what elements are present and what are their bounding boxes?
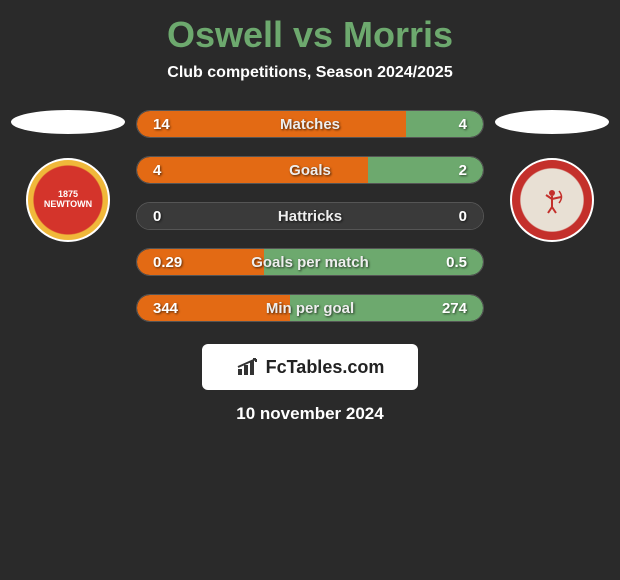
stat-label: Hattricks <box>278 208 342 225</box>
brand-logo: FcTables.com <box>202 344 418 390</box>
right-player-column <box>492 110 612 242</box>
stat-value-right: 2 <box>459 162 467 179</box>
stats-column: 14 Matches 4 4 Goals 2 0 Hattricks 0 0.29 Goals pe… <box>128 110 492 322</box>
stat-bar: 0.29 Goals per match 0.5 <box>136 248 484 276</box>
stat-value-left: 0 <box>153 208 161 225</box>
brand-text: FcTables.com <box>266 357 385 378</box>
stat-label: Goals <box>289 162 331 179</box>
stat-value-right: 0.5 <box>446 254 467 271</box>
date-label: 10 november 2024 <box>0 404 620 424</box>
right-player-silhouette <box>495 110 609 134</box>
stat-bar: 4 Goals 2 <box>136 156 484 184</box>
stat-label: Goals per match <box>251 254 369 271</box>
crest-left-name: NEWTOWN <box>44 200 92 210</box>
stat-fill-right <box>406 111 483 137</box>
stat-value-left: 4 <box>153 162 161 179</box>
stat-bar: 344 Min per goal 274 <box>136 294 484 322</box>
right-club-crest <box>510 158 594 242</box>
stat-value-right: 274 <box>442 300 467 317</box>
left-club-crest: 1875 NEWTOWN <box>26 158 110 242</box>
stat-label: Min per goal <box>266 300 354 317</box>
left-player-column: 1875 NEWTOWN <box>8 110 128 242</box>
left-player-silhouette <box>11 110 125 134</box>
subtitle: Club competitions, Season 2024/2025 <box>0 64 620 82</box>
stat-value-right: 0 <box>459 208 467 225</box>
stat-bar: 14 Matches 4 <box>136 110 484 138</box>
stat-fill-left <box>137 111 406 137</box>
stat-value-left: 14 <box>153 116 170 133</box>
stat-bar: 0 Hattricks 0 <box>136 202 484 230</box>
stat-value-left: 344 <box>153 300 178 317</box>
stat-value-right: 4 <box>459 116 467 133</box>
stat-label: Matches <box>280 116 340 133</box>
archer-icon <box>537 185 567 215</box>
page-title: Oswell vs Morris <box>0 14 620 56</box>
stat-value-left: 0.29 <box>153 254 182 271</box>
chart-icon <box>236 357 262 377</box>
stat-fill-left <box>137 157 368 183</box>
